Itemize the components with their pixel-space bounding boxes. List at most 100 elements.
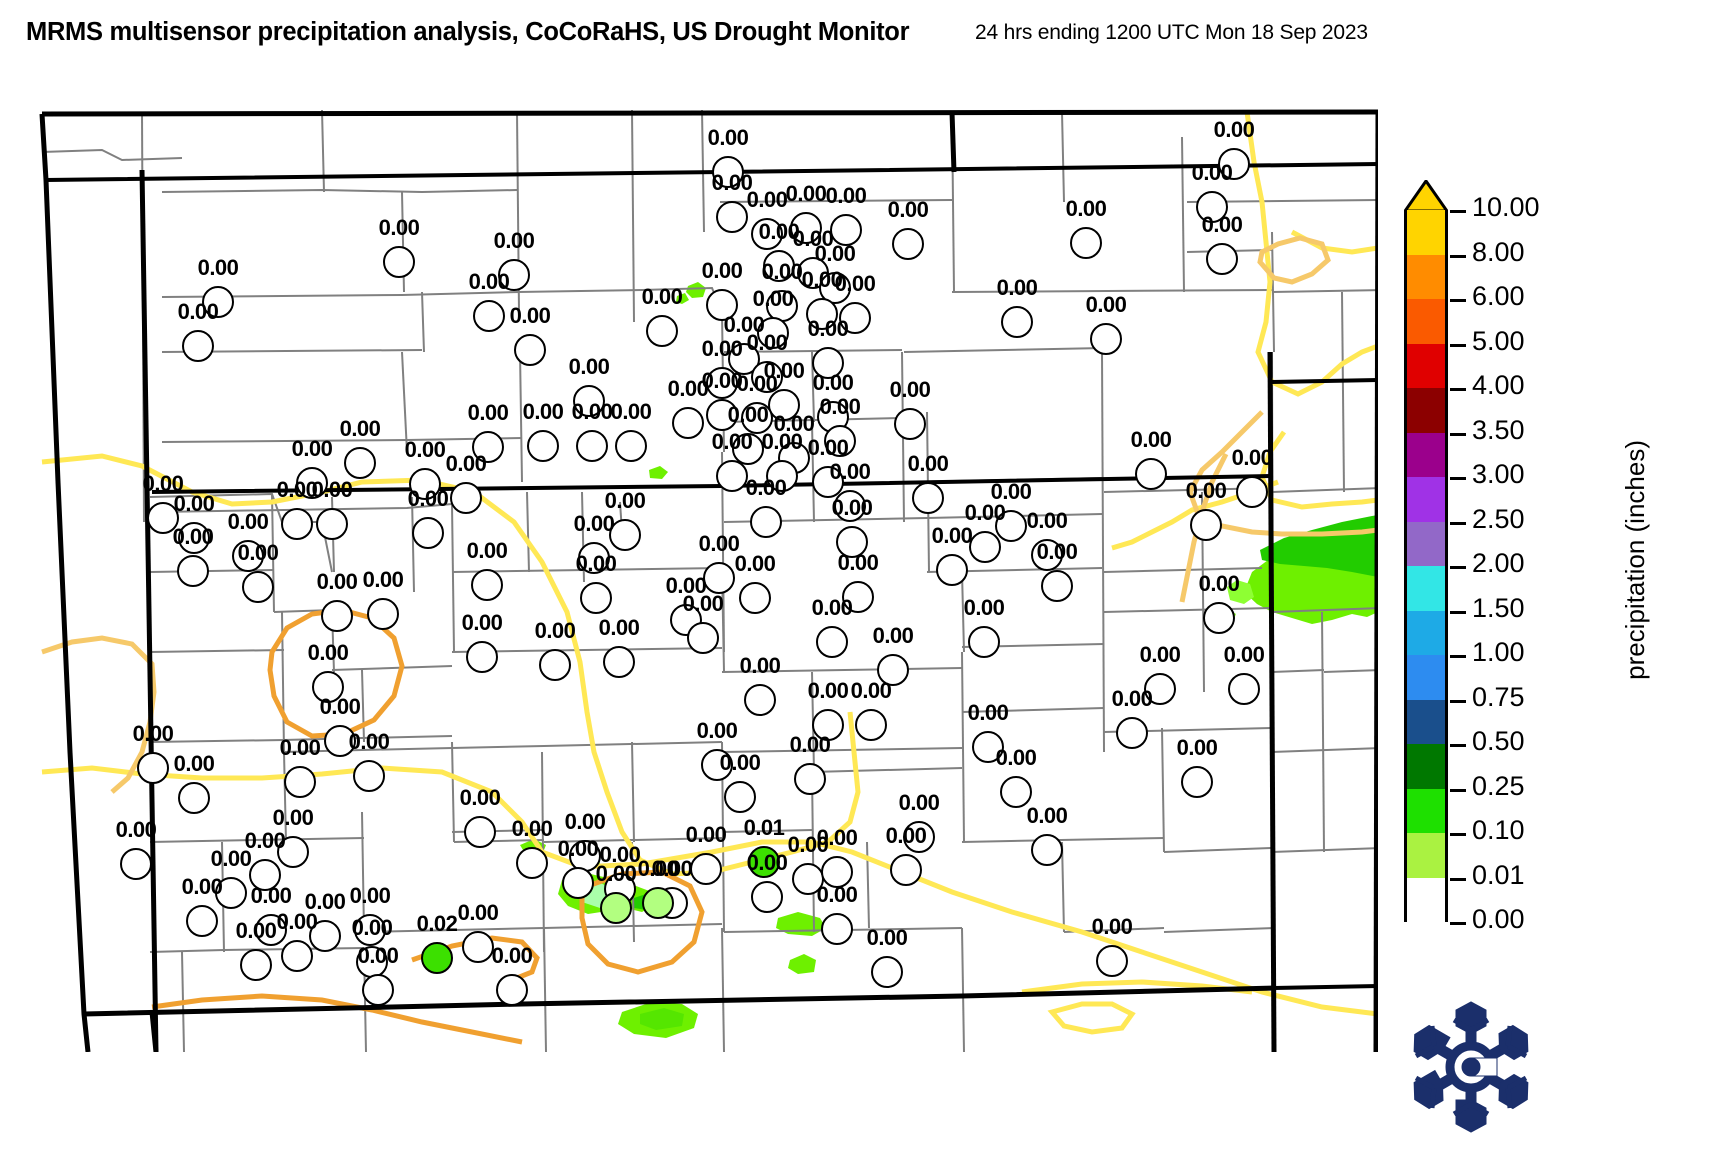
station-marker-icon bbox=[690, 853, 722, 885]
station-marker-icon bbox=[836, 526, 868, 558]
station-value-label: 0.00 bbox=[964, 500, 1006, 525]
station-value-label: 0.00 bbox=[1130, 427, 1172, 452]
station-marker-icon bbox=[1135, 458, 1167, 490]
station-value-label: 0.00 bbox=[1065, 196, 1107, 221]
station-value-label: 0.00 bbox=[276, 477, 318, 502]
map-canvas[interactable]: 0.00 0.00 0.00 0.00 0.00 0.00 0.00 0.00 0.00 0.00… bbox=[22, 52, 1378, 1052]
station-marker-icon bbox=[1031, 539, 1063, 571]
station-marker-icon bbox=[580, 582, 612, 614]
station-value-label: 0.00 bbox=[831, 495, 873, 520]
station-marker-icon bbox=[284, 766, 316, 798]
station-marker-icon bbox=[312, 671, 344, 703]
colorbar-band bbox=[1407, 788, 1445, 833]
page-header: MRMS multisensor precipitation analysis,… bbox=[0, 0, 1720, 52]
station-value-label: 0.00 bbox=[1191, 160, 1233, 185]
colorbar-over-arrow bbox=[1404, 180, 1448, 212]
station-marker-icon bbox=[383, 246, 415, 278]
colorbar-tick-label: 0.10 bbox=[1472, 815, 1525, 845]
station-value-label: 0.00 bbox=[746, 330, 788, 355]
station-value-label: 0.00 bbox=[459, 785, 501, 810]
colorbar-band bbox=[1407, 744, 1445, 789]
station-value-label: 0.00 bbox=[177, 299, 219, 324]
station-marker-icon bbox=[186, 905, 218, 937]
station-marker-icon bbox=[309, 920, 341, 952]
colorbar-tick-mark bbox=[1450, 744, 1466, 747]
colorbar-tick-mark bbox=[1450, 299, 1466, 302]
station-value-label: 0.00 bbox=[172, 524, 214, 549]
station-marker-icon bbox=[412, 517, 444, 549]
station-marker-icon bbox=[855, 709, 887, 741]
station-value-label: 0.00 bbox=[575, 551, 617, 576]
station-marker-icon bbox=[321, 600, 353, 632]
station-marker-icon bbox=[177, 555, 209, 587]
station-value-label: 0.00 bbox=[761, 429, 803, 454]
station-marker-icon bbox=[120, 848, 152, 880]
station-marker-icon bbox=[839, 302, 871, 334]
station-value-label: 0.00 bbox=[604, 488, 646, 513]
colorbar-band bbox=[1407, 254, 1445, 299]
station-value-label: 0.00 bbox=[1223, 642, 1265, 667]
station-value-label: 0.00 bbox=[807, 316, 849, 341]
station-value-label: 0.00 bbox=[990, 479, 1032, 504]
colorbar-tick-label: 8.00 bbox=[1472, 236, 1525, 267]
colorbar-band bbox=[1407, 343, 1445, 388]
station-value-label: 0.00 bbox=[739, 653, 781, 678]
station-value-label: 0.00 bbox=[311, 477, 353, 502]
station-value-label: 0.00 bbox=[967, 700, 1009, 725]
station-marker-icon bbox=[766, 290, 798, 322]
station-value-label: 0.00 bbox=[812, 370, 854, 395]
station-marker-icon bbox=[703, 562, 735, 594]
station-marker-icon bbox=[757, 317, 789, 349]
station-value-label: 0.00 bbox=[807, 678, 849, 703]
station-value-label: 0.00 bbox=[237, 540, 279, 565]
station-marker-icon bbox=[450, 482, 482, 514]
station-marker-icon bbox=[972, 731, 1004, 763]
station-value-label: 0.00 bbox=[509, 303, 551, 328]
station-marker-icon bbox=[539, 649, 571, 681]
station-value-label: 0.00 bbox=[723, 312, 765, 337]
colorbar-tick-mark bbox=[1450, 833, 1466, 836]
station-marker-icon bbox=[687, 622, 719, 654]
station-marker-icon bbox=[763, 250, 795, 282]
station-marker-icon bbox=[672, 407, 704, 439]
station-marker-icon bbox=[600, 892, 632, 924]
colorbar-tick-mark bbox=[1450, 254, 1466, 258]
station-marker-icon bbox=[1001, 306, 1033, 338]
colorbar-tick-mark bbox=[1450, 699, 1466, 703]
station-marker-icon bbox=[903, 821, 935, 853]
station-marker-icon bbox=[716, 201, 748, 233]
station-value-label: 0.00 bbox=[887, 197, 929, 222]
colorbar-tick-label: 4.00 bbox=[1472, 370, 1525, 400]
station-value-label: 0.00 bbox=[734, 551, 776, 576]
station-value-label: 0.00 bbox=[349, 883, 391, 908]
station-marker-icon bbox=[578, 542, 610, 574]
station-value-label: 0.00 bbox=[493, 228, 535, 253]
station-value-label: 0.00 bbox=[850, 678, 892, 703]
station-value-label: 0.00 bbox=[707, 125, 749, 150]
colorbar-band bbox=[1407, 521, 1445, 566]
colorbar-tick-mark bbox=[1450, 477, 1466, 480]
station-value-label: 0.00 bbox=[407, 486, 449, 511]
station-marker-icon bbox=[498, 259, 530, 291]
station-marker-icon bbox=[1228, 673, 1260, 705]
station-value-label: 0.00 bbox=[866, 925, 908, 950]
station-value-label: 0.00 bbox=[1085, 292, 1127, 317]
station-value-label: 0.00 bbox=[665, 573, 707, 598]
station-value-label: 0.00 bbox=[244, 828, 286, 853]
station-marker-icon bbox=[812, 466, 844, 498]
station-value-label: 0.00 bbox=[701, 336, 743, 361]
station-value-label: 0.00 bbox=[792, 226, 834, 251]
station-value-label: 0.00 bbox=[227, 509, 269, 534]
colorbar-tick-mark bbox=[1450, 655, 1466, 658]
station-value-label: 0.00 bbox=[466, 538, 508, 563]
station-value-label: 0.00 bbox=[701, 258, 743, 283]
colorbar-band bbox=[1407, 699, 1445, 744]
colorbar-band bbox=[1407, 566, 1445, 611]
station-marker-icon bbox=[1206, 243, 1238, 275]
station-value-label: 0.00 bbox=[1176, 735, 1218, 760]
station-value-label: 0.00 bbox=[250, 883, 292, 908]
station-value-label: 0.00 bbox=[1026, 803, 1068, 828]
station-marker-icon bbox=[316, 508, 348, 540]
station-value-label: 0.00 bbox=[181, 874, 223, 899]
colorbar-tick-mark bbox=[1450, 343, 1466, 347]
